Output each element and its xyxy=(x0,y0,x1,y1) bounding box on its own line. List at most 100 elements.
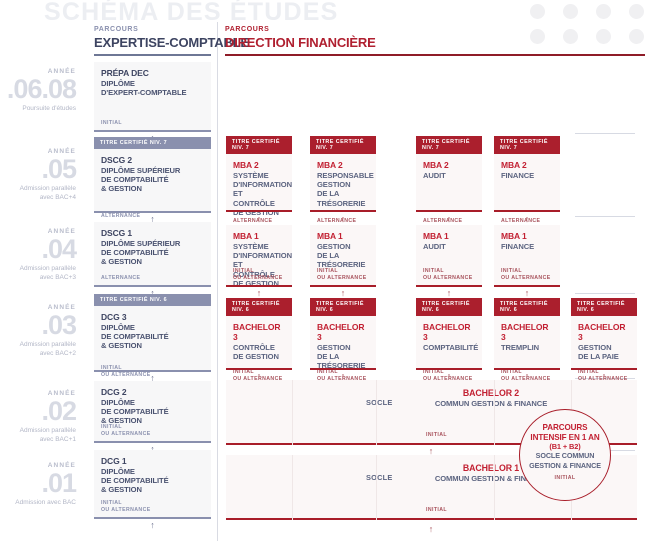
parcours-intensif-circle[interactable]: PARCOURS INTENSIF EN 1 AN (B1 + B2) SOCLE C… xyxy=(519,409,611,501)
card-title: BACHELOR 3 xyxy=(317,322,365,342)
parcours-kicker-left: PARCOURS xyxy=(94,26,139,33)
left-card-dcg-1[interactable]: DCG 1 DIPLÔME DE COMPTABILITÉ & GESTION INIT… xyxy=(94,450,211,519)
card-baseline xyxy=(416,285,482,287)
card-mode: ALTERNANCE xyxy=(423,217,463,224)
dot xyxy=(596,29,611,44)
card-baseline xyxy=(94,370,211,372)
card-baseline xyxy=(94,517,211,519)
band-mode: INITIAL xyxy=(426,432,447,438)
year-marker-1: ANNÉE .06.08 Poursuite d'études xyxy=(0,68,77,113)
card-mode: ALTERNANCE xyxy=(501,217,541,224)
parcours-title-right: DIRECTION FINANCIÈRE xyxy=(225,35,376,50)
card-mode: ALTERNANCE xyxy=(101,274,141,281)
card-mode: INITIAL OU ALTERNANCE xyxy=(101,500,151,513)
mba1-card-4[interactable]: MBA 1 FINANCE INITIAL OU ALTERNANCE xyxy=(494,225,560,287)
card-subtitle: DIPLÔME D'EXPERT-COMPTABLE xyxy=(101,79,187,98)
mba2-card-1[interactable]: TITRE CERTIFIÉ NIV. 7 MBA 2 SYSTÈME D'INFOR… xyxy=(226,136,292,224)
card-subtitle: GESTION DE LA TRÉSORERIE xyxy=(317,242,366,270)
card-subtitle: SYSTÈME D'INFORMATION ET CONTRÔLE DE GESTIO… xyxy=(233,242,292,288)
bachelor3-card-3[interactable]: TITRE CERTIFIÉ NIV. 6 BACHELOR 3 COMPTABIL… xyxy=(416,298,482,382)
card-title: DSCG 1 xyxy=(101,228,133,238)
card-body: PRÉPA DEC DIPLÔME D'EXPERT-COMPTABLE INITIA… xyxy=(94,62,211,132)
card-subtitle: DIPLÔME DE COMPTABILITÉ & GESTION xyxy=(101,398,169,426)
mba2-card-2[interactable]: TITRE CERTIFIÉ NIV. 7 MBA 2 RESPONSABLE GES… xyxy=(310,136,376,224)
mba2-card-3[interactable]: TITRE CERTIFIÉ NIV. 7 MBA 2 AUDIT ALTERNANC… xyxy=(416,136,482,224)
certification-badge: TITRE CERTIFIÉ NIV. 6 xyxy=(226,298,292,316)
card-baseline xyxy=(226,285,292,287)
card-title: DSCG 2 xyxy=(101,155,133,165)
card-baseline xyxy=(310,210,376,212)
card-baseline xyxy=(571,368,637,370)
circle-mode: INITIAL xyxy=(554,475,576,482)
mba1-card-2[interactable]: MBA 1 GESTION DE LA TRÉSORERIE INITIAL OU ALT… xyxy=(310,225,376,287)
bachelor3-card-2[interactable]: TITRE CERTIFIÉ NIV. 6 BACHELOR 3 GESTION DE… xyxy=(310,298,376,382)
left-card-pr-pa-dec[interactable]: PRÉPA DEC DIPLÔME D'EXPERT-COMPTABLE INITIA… xyxy=(94,62,211,132)
card-body: BACHELOR 3 TREMPLIN INITIAL OU ALTERNANCE xyxy=(494,316,560,388)
card-title: DCG 3 xyxy=(101,312,127,322)
year-number: .06.08 xyxy=(6,74,77,104)
left-card-dscg-2[interactable]: TITRE CERTIFIÉ NIV. 7 DSCG 2 DIPLÔME SUPÉR… xyxy=(94,137,211,219)
card-subtitle: DIPLÔME SUPÉRIEUR DE COMPTABILITÉ & GESTIO… xyxy=(101,239,181,267)
year-marker-5: ANNÉE .02 Admission parallèle avec BAC+1 xyxy=(0,390,77,444)
card-title: BACHELOR 3 xyxy=(423,322,471,342)
band-tick xyxy=(494,380,495,445)
mba2-card-4[interactable]: TITRE CERTIFIÉ NIV. 7 MBA 2 FINANCE ALTERNA… xyxy=(494,136,560,224)
card-mode: INITIAL OU ALTERNANCE xyxy=(317,268,367,281)
year-separator xyxy=(575,293,635,294)
card-subtitle: DIPLÔME SUPÉRIEUR DE COMPTABILITÉ & GESTIO… xyxy=(101,166,181,194)
circle-line-3: (B1 + B2) xyxy=(549,442,581,452)
dot xyxy=(563,29,578,44)
card-baseline xyxy=(494,285,560,287)
card-baseline xyxy=(494,368,560,370)
year-marker-6: ANNÉE .01 Admission avec BAC xyxy=(0,462,77,507)
year-label: ANNÉE xyxy=(47,228,76,235)
band-mode: INITIAL xyxy=(426,507,447,513)
bachelor3-card-5[interactable]: TITRE CERTIFIÉ NIV. 6 BACHELOR 3 GESTION DE… xyxy=(571,298,637,382)
dot xyxy=(530,29,545,44)
left-card-dcg-2[interactable]: DCG 2 DIPLÔME DE COMPTABILITÉ & GESTION INIT… xyxy=(94,381,211,443)
year-label: ANNÉE xyxy=(47,68,76,75)
bachelor3-card-4[interactable]: TITRE CERTIFIÉ NIV. 6 BACHELOR 3 TREMPLIN I… xyxy=(494,298,560,382)
year-marker-2: ANNÉE .05 Admission parallèle avec BAC+4 xyxy=(0,148,77,202)
card-mode: INITIAL OU ALTERNANCE xyxy=(233,369,283,382)
card-body: MBA 2 RESPONSABLE GESTION DE LA TRÉSORERIE AL… xyxy=(310,154,376,230)
mba1-card-3[interactable]: MBA 1 AUDIT INITIAL OU ALTERNANCE xyxy=(416,225,482,287)
page-title: SCHÉMA DES ÉTUDES xyxy=(44,0,339,26)
card-mode: ALTERNANCE xyxy=(233,217,273,224)
circle-line-5: GESTION & FINANCE xyxy=(529,460,601,470)
year-number: .01 xyxy=(41,468,77,498)
card-body: MBA 2 SYSTÈME D'INFORMATION ET CONTRÔLE DE G… xyxy=(226,154,292,230)
left-card-dscg-1[interactable]: DSCG 1 DIPLÔME SUPÉRIEUR DE COMPTABILITÉ & … xyxy=(94,222,211,287)
flow-arrow-up-icon: ↑ xyxy=(340,214,346,224)
band-tick xyxy=(292,380,293,445)
bachelor3-card-1[interactable]: TITRE CERTIFIÉ NIV. 6 BACHELOR 3 CONTRÔLE D… xyxy=(226,298,292,382)
card-body: MBA 1 AUDIT INITIAL OU ALTERNANCE xyxy=(416,225,482,287)
left-card-dcg-3[interactable]: TITRE CERTIFIÉ NIV. 6 DCG 3 DIPLÔME DE COMP… xyxy=(94,294,211,378)
dot xyxy=(629,29,644,44)
socle-label: SOCLE xyxy=(366,398,393,407)
card-body: DCG 3 DIPLÔME DE COMPTABILITÉ & GESTION INIT… xyxy=(94,306,211,384)
mba1-card-1[interactable]: MBA 1 SYSTÈME D'INFORMATION ET CONTRÔLE DE G… xyxy=(226,225,292,288)
band-title: BACHELOR 2 COMMUN GESTION & FINANCE xyxy=(434,388,548,408)
card-body: BACHELOR 3 COMPTABILITÉ INITIAL OU ALTERNAN… xyxy=(416,316,482,388)
flow-arrow-up-icon: ↑ xyxy=(256,371,262,381)
card-body: DCG 1 DIPLÔME DE COMPTABILITÉ & GESTION INIT… xyxy=(94,450,211,519)
flow-arrow-up-icon: ↑ xyxy=(150,444,155,454)
certification-badge: TITRE CERTIFIÉ NIV. 7 xyxy=(94,137,211,149)
flow-arrow-up-icon: ↑ xyxy=(150,214,155,224)
year-number: .04 xyxy=(41,234,77,264)
card-baseline xyxy=(310,368,376,370)
year-label: ANNÉE xyxy=(47,304,76,311)
year-separator xyxy=(575,133,635,134)
year-number: .03 xyxy=(41,310,77,340)
card-baseline xyxy=(310,285,376,287)
card-subtitle: AUDIT xyxy=(423,171,446,180)
parcours-header-direction-financiere: PARCOURS DIRECTION FINANCIÈRE xyxy=(225,26,645,56)
column-divider xyxy=(217,22,218,541)
certification-badge: TITRE CERTIFIÉ NIV. 7 xyxy=(416,136,482,154)
card-subtitle: GESTION DE LA TRÉSORERIE xyxy=(317,343,366,371)
flow-arrow-up-icon: ↑ xyxy=(446,371,452,381)
card-body: MBA 1 FINANCE INITIAL OU ALTERNANCE xyxy=(494,225,560,287)
flow-arrow-up-icon: ↑ xyxy=(524,288,530,298)
flow-arrow-up-icon: ↑ xyxy=(428,446,434,456)
